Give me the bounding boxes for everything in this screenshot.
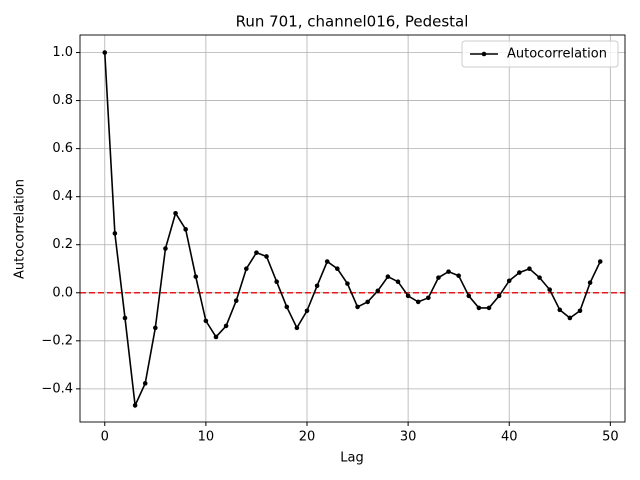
point — [426, 295, 431, 301]
point — [112, 231, 118, 236]
point — [436, 275, 441, 280]
x-tick-label: 40 — [501, 430, 518, 445]
point — [324, 259, 330, 264]
point — [183, 227, 188, 232]
point — [142, 381, 148, 386]
point — [597, 259, 603, 264]
y-tick-label: 1.0 — [52, 45, 73, 60]
y-axis-label: Autocorrelation — [13, 179, 28, 279]
point — [274, 279, 279, 285]
point — [345, 281, 350, 286]
point — [537, 275, 542, 280]
point — [223, 323, 229, 329]
x-tick-label: 20 — [299, 430, 316, 445]
point — [304, 308, 310, 314]
x-tick-label: 30 — [400, 430, 417, 445]
point — [284, 304, 290, 310]
y-tick-label: 0.0 — [52, 285, 73, 300]
x-tick-label: 50 — [602, 430, 619, 445]
point — [203, 318, 209, 324]
y-tick-label: −0.2 — [41, 333, 73, 348]
x-tick-label: 10 — [198, 430, 215, 445]
point — [496, 293, 502, 299]
point — [577, 308, 583, 314]
point — [557, 307, 563, 313]
point — [476, 305, 482, 311]
y-tick-label: 0.6 — [52, 141, 73, 156]
point — [102, 50, 108, 55]
point — [466, 293, 472, 299]
legend-label: Autocorrelation — [507, 47, 607, 62]
point — [193, 274, 199, 279]
point — [486, 305, 492, 311]
point — [446, 269, 451, 274]
point — [527, 266, 532, 272]
point — [395, 279, 401, 285]
point — [405, 293, 411, 299]
point — [385, 274, 391, 279]
point — [233, 298, 239, 303]
y-tick-label: 0.8 — [52, 93, 73, 108]
y-tick-label: 0.2 — [52, 237, 73, 252]
point — [163, 246, 168, 251]
point — [587, 280, 593, 285]
point — [244, 266, 249, 272]
plot-frame — [79, 34, 626, 423]
point — [314, 283, 320, 289]
point — [375, 288, 381, 294]
point — [294, 325, 300, 331]
point — [254, 250, 259, 255]
y-tick-label: 0.4 — [52, 189, 73, 204]
chart-title: Run 701, channel016, Pedestal — [236, 13, 469, 31]
point — [415, 299, 421, 305]
point — [355, 304, 360, 310]
legend-marker — [481, 51, 487, 57]
x-axis-label: Lag — [340, 451, 363, 466]
point — [153, 325, 158, 331]
point — [122, 315, 128, 321]
point — [365, 299, 370, 305]
point — [173, 210, 178, 216]
point — [506, 278, 512, 284]
x-tick-label: 0 — [101, 430, 109, 445]
point — [547, 287, 552, 292]
point — [132, 403, 138, 408]
point — [456, 273, 461, 279]
point — [213, 334, 219, 340]
point — [517, 270, 522, 275]
point — [264, 254, 269, 259]
point — [335, 266, 340, 272]
point — [567, 315, 573, 321]
y-tick-label: −0.4 — [41, 381, 73, 396]
legend-box — [461, 40, 619, 68]
